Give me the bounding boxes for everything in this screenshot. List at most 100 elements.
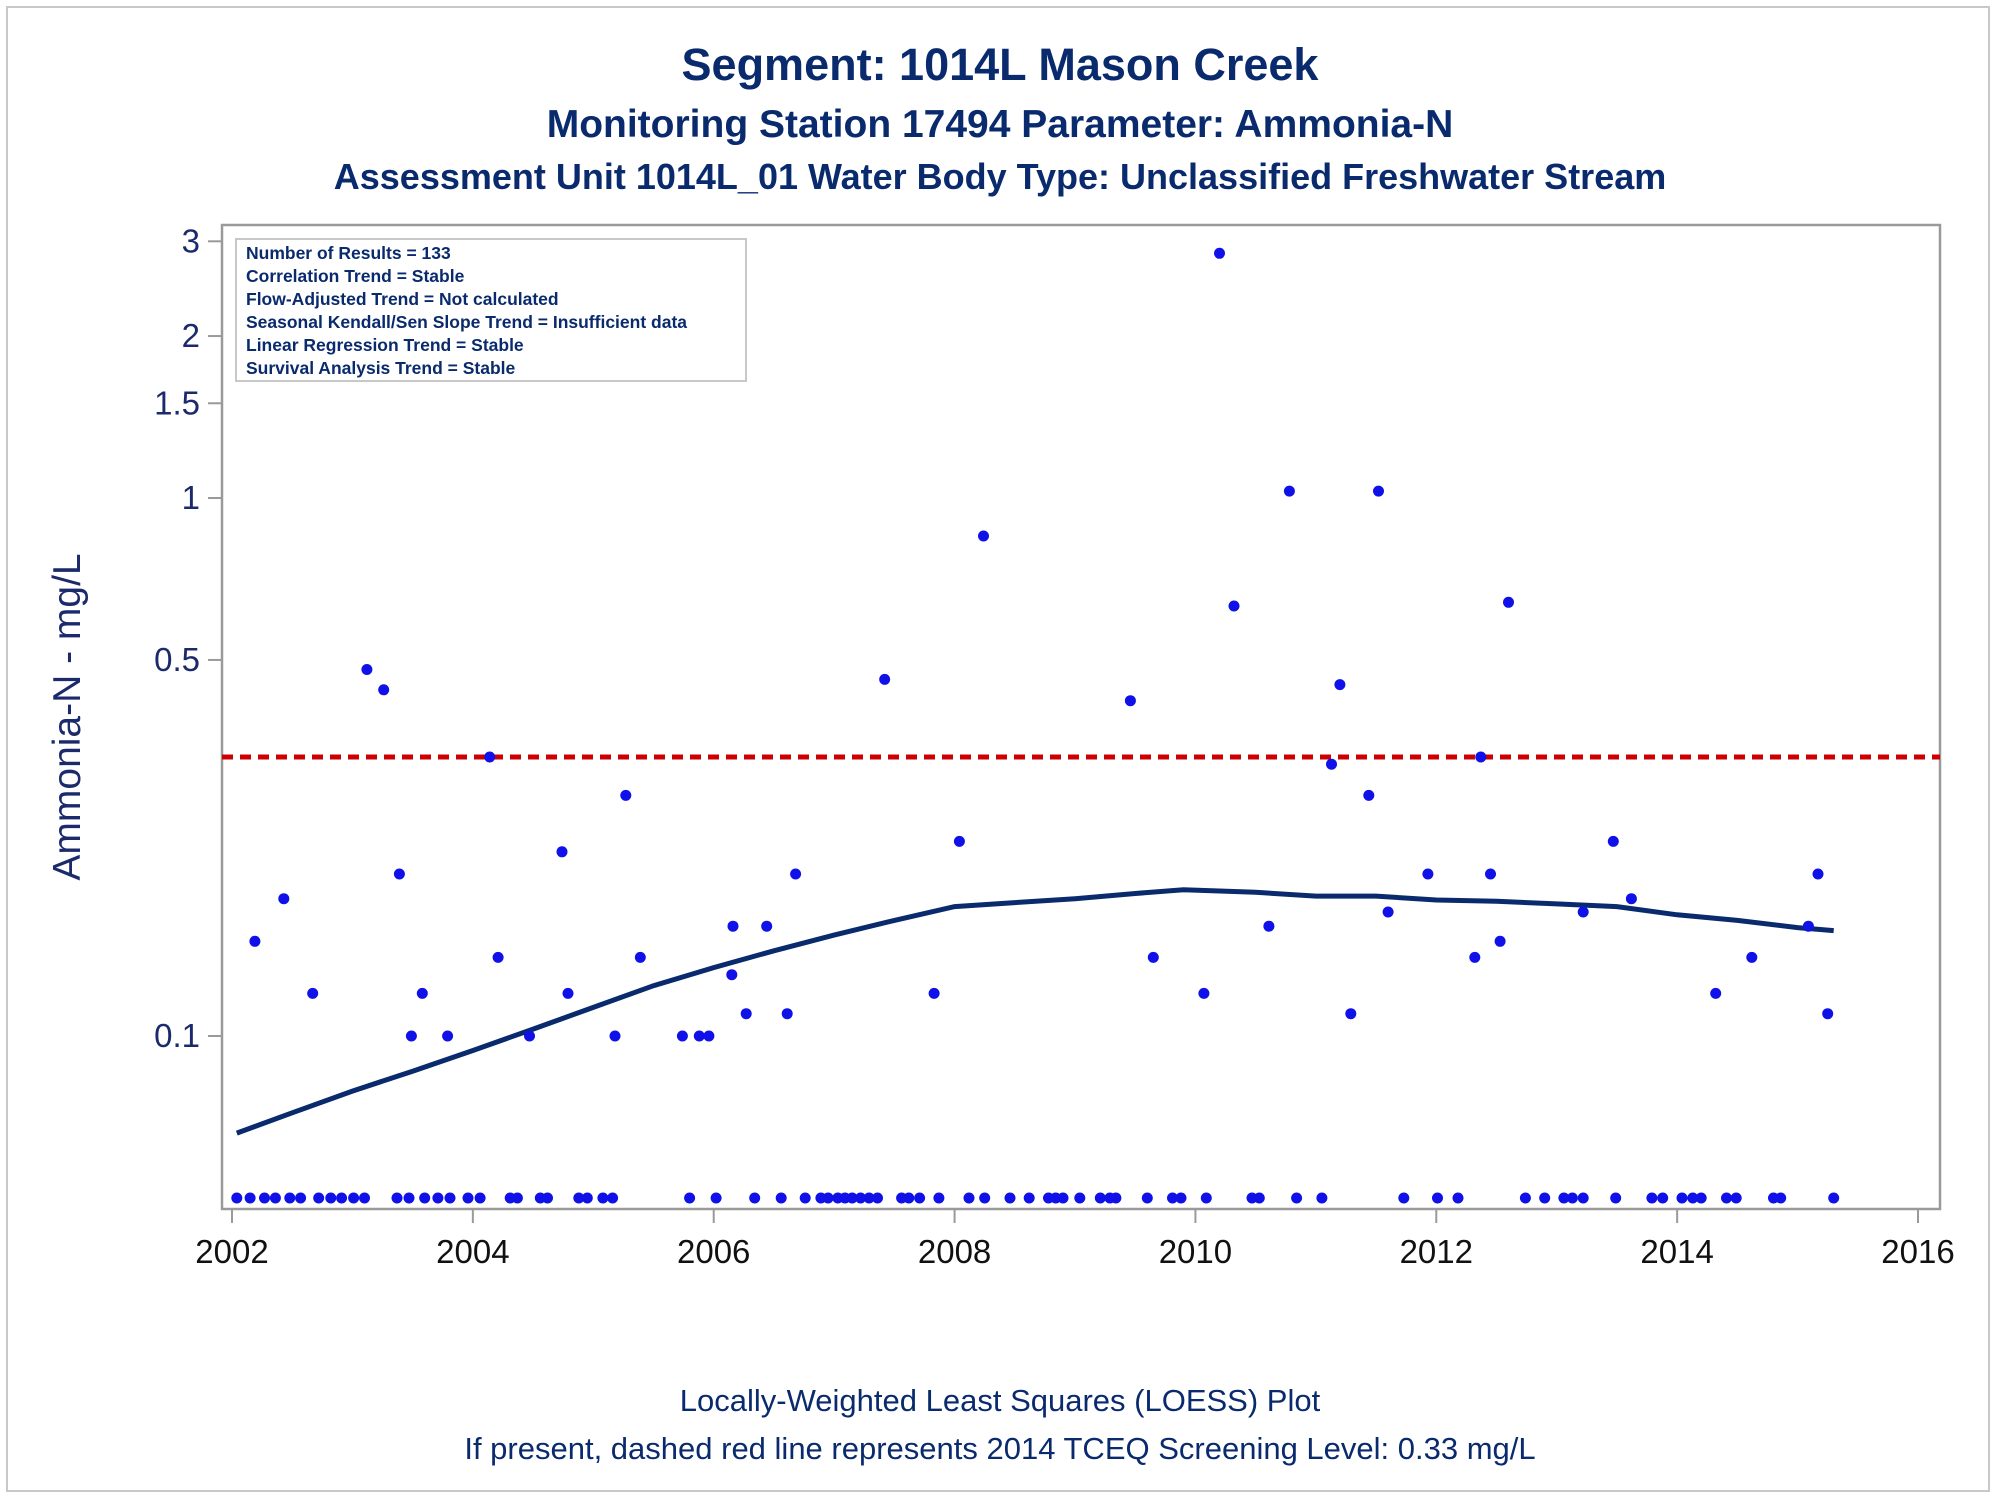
data-point (634, 951, 646, 963)
data-point (269, 1192, 281, 1204)
data-point (761, 920, 773, 932)
data-point (1175, 1192, 1187, 1204)
data-point (403, 1192, 415, 1204)
data-point (1746, 951, 1758, 963)
data-point (378, 684, 390, 696)
x-tick-label: 2010 (1159, 1233, 1232, 1270)
data-point (740, 1008, 752, 1020)
data-point (1326, 758, 1337, 770)
data-point (1577, 906, 1589, 918)
data-point (846, 1192, 858, 1204)
data-point (1519, 1192, 1531, 1204)
data-point (933, 1192, 945, 1204)
data-point (313, 1192, 325, 1204)
data-point (726, 969, 738, 981)
y-tick-label: 0.5 (154, 641, 200, 678)
data-point (307, 987, 319, 999)
data-point (1485, 868, 1496, 880)
data-point (872, 1192, 883, 1204)
data-point (249, 935, 261, 947)
inset-line-1: Number of Results = 133 (246, 243, 451, 263)
data-point (573, 1192, 585, 1204)
x-tick-label: 2004 (436, 1233, 509, 1270)
data-point (336, 1192, 348, 1204)
x-tick-label: 2012 (1400, 1233, 1473, 1270)
footnote-loess: Locally-Weighted Least Squares (LOESS) P… (680, 1383, 1321, 1418)
data-point (1775, 1192, 1787, 1204)
data-point (1214, 247, 1225, 259)
data-point (405, 1030, 417, 1042)
data-point (284, 1192, 296, 1204)
data-point (781, 1008, 793, 1020)
data-point (1263, 920, 1275, 932)
y-axis-title: Ammonia-N - mg/L (46, 553, 89, 880)
data-point (1577, 1192, 1589, 1204)
data-point (1124, 695, 1136, 707)
y-tick-label: 2 (182, 317, 200, 354)
chart-title: Segment: 1014L Mason Creek (682, 39, 1320, 90)
data-point (710, 1192, 722, 1204)
chart-subtitle-2: Assessment Unit 1014L_01 Water Body Type… (334, 156, 1667, 197)
data-point (775, 1192, 787, 1204)
data-point (928, 987, 940, 999)
data-point (462, 1192, 474, 1204)
data-point (1167, 1192, 1178, 1204)
data-point (1695, 1192, 1707, 1204)
data-point (1141, 1192, 1153, 1204)
data-point (1676, 1192, 1688, 1204)
data-point (1802, 920, 1814, 932)
data-point (1610, 1192, 1622, 1204)
footnote-screening: If present, dashed red line represents 2… (464, 1431, 1535, 1466)
data-point (295, 1192, 307, 1204)
data-point (1687, 1192, 1699, 1204)
data-point (1475, 751, 1487, 763)
loess-curve (235, 887, 1834, 1136)
data-point (1147, 951, 1159, 963)
data-point (1200, 1192, 1212, 1204)
data-point (1373, 485, 1384, 497)
inset-line-2: Correlation Trend = Stable (246, 266, 465, 286)
data-point (822, 1192, 834, 1204)
data-point (879, 673, 891, 685)
data-point (676, 1030, 688, 1042)
data-point (432, 1192, 444, 1204)
data-point (492, 951, 504, 963)
data-point (1004, 1192, 1016, 1204)
data-point (1657, 1192, 1669, 1204)
data-point (1710, 987, 1722, 999)
data-point (1452, 1192, 1464, 1204)
data-point (620, 789, 632, 801)
data-point (1503, 596, 1514, 608)
data-point (790, 868, 802, 880)
data-point (978, 530, 989, 542)
data-point (511, 1192, 523, 1204)
data-point (1110, 1192, 1122, 1204)
data-point (597, 1192, 609, 1204)
y-tick-label: 1 (182, 479, 200, 516)
data-point (1539, 1192, 1551, 1204)
data-point (1316, 1192, 1328, 1204)
data-point (581, 1192, 593, 1204)
data-point (703, 1030, 715, 1042)
data-point (1494, 935, 1506, 947)
data-point (361, 664, 373, 675)
data-point (1253, 1192, 1265, 1204)
data-point (1422, 868, 1434, 880)
data-point (607, 1192, 619, 1204)
inset-box (235, 238, 747, 382)
data-point (444, 1192, 456, 1204)
y-tick-label: 3 (182, 222, 200, 259)
data-point (1828, 1192, 1840, 1204)
inset-line-4: Seasonal Kendall/Sen Slope Trend = Insuf… (246, 312, 687, 332)
data-point (1382, 906, 1394, 918)
data-point (953, 835, 965, 847)
data-point (903, 1192, 915, 1204)
data-point (442, 1030, 454, 1042)
x-tick-label: 2014 (1640, 1233, 1713, 1270)
statistics-inset: Number of Results = 133 Correlation Tren… (235, 238, 747, 382)
data-point (484, 751, 496, 763)
data-point (727, 920, 739, 932)
x-axis: 2002 2004 2006 2008 2010 2012 2014 2016 (195, 1209, 1955, 1270)
data-point (419, 1192, 431, 1204)
data-point (562, 987, 574, 999)
